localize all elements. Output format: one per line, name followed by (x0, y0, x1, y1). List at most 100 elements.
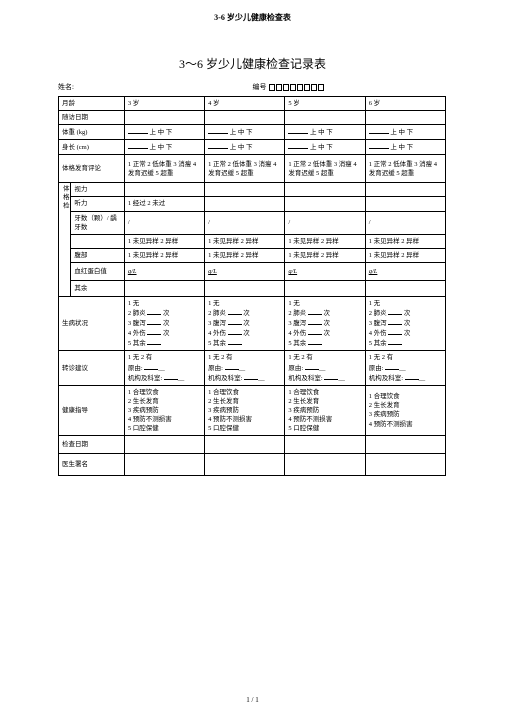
label-visit: 随访日期 (59, 111, 125, 125)
row-chest: 腹部 1 未见异样 2 异样 1 未见异样 2 异样 1 未见异样 2 异样 1… (59, 248, 446, 262)
row-hb: 血红蛋白值 g/L g/L g/L g/L (59, 262, 446, 280)
cell (124, 454, 204, 476)
cell (285, 454, 365, 476)
label-weight: 体重 (kg) (59, 125, 125, 140)
cell: 上 中 下 (205, 140, 285, 155)
opt: 上 中 下 (310, 144, 333, 151)
row-hearing: 听力 1 经过 2 未过 (59, 197, 446, 211)
cell (124, 111, 204, 125)
cell (124, 211, 204, 234)
meta-row: 姓名: 编号 (58, 82, 447, 92)
cell: 1 合理饮食2 生长发育3 疾病预防4 预防不测损害5 口腔保健 (285, 385, 365, 435)
cell: 上 中 下 (285, 125, 365, 140)
cell (365, 280, 445, 296)
row-visit-date: 随访日期 (59, 111, 446, 125)
label-checkdate: 检查日期 (59, 436, 125, 454)
cell: 上 中 下 (285, 140, 365, 155)
opt: 上 中 下 (390, 129, 413, 136)
opt: 上 中 下 (230, 144, 253, 151)
page-header: 3-6 岁少儿健康检查表 (0, 0, 505, 23)
cell (285, 183, 365, 197)
cell: g/L (285, 262, 365, 280)
cell (365, 454, 445, 476)
cell: 1 未见异样 2 异样 (365, 248, 445, 262)
cell: 1 正常 2 低体重 3 消瘦 4 发育迟缓 5 超重 (205, 155, 285, 183)
cell: 上 中 下 (365, 140, 445, 155)
age-3: 3 岁 (124, 97, 204, 111)
cell: 1 未见异样 2 异样 (285, 248, 365, 262)
cell: g/L (124, 262, 204, 280)
cell (365, 197, 445, 211)
label-teeth: 牙数（颗）/ 龋牙数 (71, 211, 125, 234)
cell (365, 211, 445, 234)
label-guidance: 健康指导 (59, 385, 125, 435)
cell: 1 无2 肺炎 次3 腹泻 次4 外伤 次5 其余 (285, 296, 365, 350)
label-vision: 视力 (71, 183, 125, 197)
label-height: 身长 (cm) (59, 140, 125, 155)
label-sign: 医生署名 (59, 454, 125, 476)
row-check-date: 检查日期 (59, 436, 446, 454)
cell: 1 无2 肺炎 次3 腹泻 次4 外伤 次5 其余 (124, 296, 204, 350)
cell (285, 211, 365, 234)
cell: 上 中 下 (205, 125, 285, 140)
age-6: 6 岁 (365, 97, 445, 111)
cell: 1 正常 2 低体重 3 消瘦 4 发育迟缓 5 超重 (365, 155, 445, 183)
row-vision: 体格检 视力 (59, 183, 446, 197)
cell: 1 无2 肺炎 次3 腹泻 次4 外伤 次5 其余 (365, 296, 445, 350)
label-other: 其余 (71, 280, 125, 296)
name-label: 姓名: (58, 82, 253, 92)
cell: 1 未见异样 2 异样 (365, 234, 445, 248)
age-5: 5 岁 (285, 97, 365, 111)
id-label: 编号 (253, 82, 448, 92)
row-referral: 转诊建议 1 无 2 有原由: __机构及科室: __ 1 无 2 有原由: _… (59, 351, 446, 385)
cell: 1 正常 2 低体重 3 消瘦 4 发育迟缓 5 超重 (124, 155, 204, 183)
cell: 1 经过 2 未过 (124, 197, 204, 211)
cell: 1 无 2 有原由: __机构及科室: __ (365, 351, 445, 385)
label-hb: 血红蛋白值 (71, 262, 125, 280)
opt: 上 中 下 (310, 129, 333, 136)
cell (124, 436, 204, 454)
label-age: 月龄 (59, 97, 125, 111)
cell (365, 183, 445, 197)
cell (205, 436, 285, 454)
cell: 上 中 下 (124, 125, 204, 140)
cell: 1 未见异样 2 异样 (205, 234, 285, 248)
label-illness: 生病状况 (59, 296, 125, 350)
row-age: 月龄 3 岁 4 岁 5 岁 6 岁 (59, 97, 446, 111)
cell (285, 111, 365, 125)
age-4: 4 岁 (205, 97, 285, 111)
label-hearing: 听力 (71, 197, 125, 211)
cell: 上 中 下 (365, 125, 445, 140)
cell: 1 未见异样 2 异样 (124, 234, 204, 248)
cell (365, 436, 445, 454)
cell (124, 280, 204, 296)
cell (205, 111, 285, 125)
cell: 上 中 下 (124, 140, 204, 155)
row-teeth: 牙数（颗）/ 龋牙数 (59, 211, 446, 234)
opt: 上 中 下 (230, 129, 253, 136)
page-footer: 1 / 1 (0, 696, 505, 704)
cell: 1 正常 2 低体重 3 消瘦 4 发育迟缓 5 超重 (285, 155, 365, 183)
cell: 1 未见异样 2 异样 (205, 248, 285, 262)
cell: g/L (365, 262, 445, 280)
label-chest: 腹部 (71, 248, 125, 262)
cell (285, 436, 365, 454)
cell (205, 454, 285, 476)
side-label: 体格检 (59, 183, 71, 297)
cell: 1 未见异样 2 异样 (285, 234, 365, 248)
label-dev: 体格发育评论 (59, 155, 125, 183)
opt: 上 中 下 (149, 129, 172, 136)
cell: 1 无2 肺炎 次3 腹泻 次4 外伤 次5 其余 (205, 296, 285, 350)
cell: 1 合理饮食2 生长发育3 疾病预防4 预防不测损害 (365, 385, 445, 435)
cell (205, 211, 285, 234)
row-weight: 体重 (kg) 上 中 下 上 中 下 上 中 下 上 中 下 (59, 125, 446, 140)
cell: 1 无 2 有原由: __机构及科室: __ (205, 351, 285, 385)
doc-title: 3～6 岁少儿健康检查记录表 (0, 55, 505, 72)
cell: 1 未见异样 2 异样 (124, 248, 204, 262)
cell (205, 197, 285, 211)
opt: 上 中 下 (390, 144, 413, 151)
cell: 1 合理饮食2 生长发育3 疾病预防4 预防不测损害5 口腔保健 (205, 385, 285, 435)
cell (365, 111, 445, 125)
cell (285, 197, 365, 211)
cell: 1 无 2 有原由: __机构及科室: __ (285, 351, 365, 385)
